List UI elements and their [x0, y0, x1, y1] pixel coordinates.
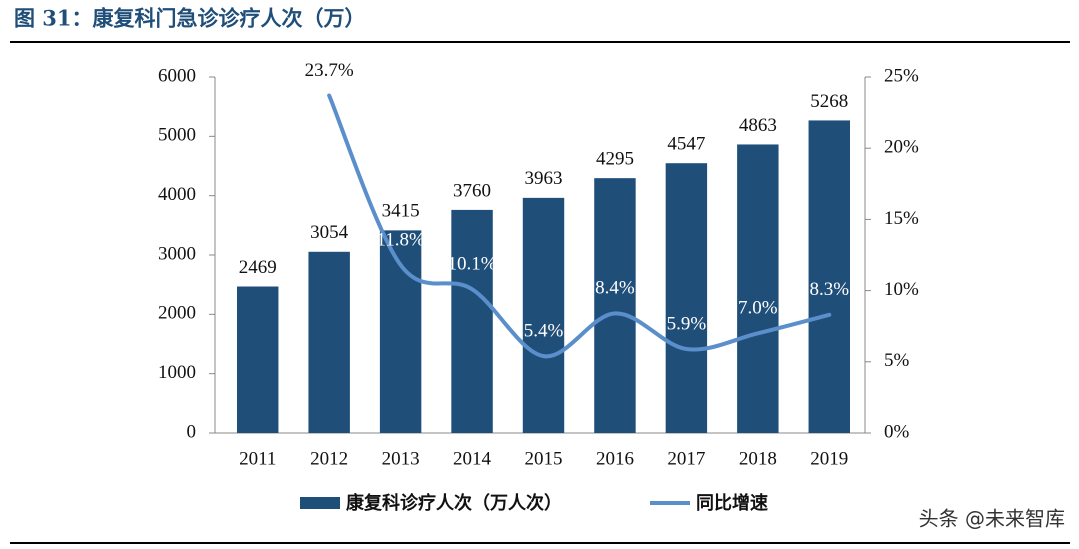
x-tick-label: 2019 — [810, 448, 848, 469]
line-value-label: 8.3% — [809, 279, 849, 300]
bar-value-label: 5268 — [810, 91, 848, 112]
bar-value-label: 4863 — [739, 115, 777, 136]
bar — [522, 197, 565, 433]
watermark: 头条 @未来智库 — [919, 507, 1065, 531]
y-tick-label: 2000 — [158, 303, 196, 324]
bar-value-label: 3760 — [453, 180, 491, 201]
chart-title: 图 31：康复科门急诊诊疗人次（万） — [14, 6, 366, 31]
legend-label: 康复科诊疗人次（万人次） — [346, 492, 562, 514]
bar — [737, 144, 779, 433]
x-tick-label: 2018 — [739, 448, 777, 469]
x-tick-label: 2015 — [525, 448, 563, 469]
bar — [665, 163, 708, 433]
y2-tick-label: 25% — [884, 65, 919, 86]
y-tick-label: 4000 — [158, 184, 196, 205]
bar — [237, 286, 279, 433]
y-tick-label: 1000 — [158, 362, 196, 383]
line-value-label: 7.0% — [738, 298, 778, 319]
bar-value-label: 2469 — [239, 257, 277, 278]
y2-tick-label: 0% — [884, 421, 910, 442]
legend-label: 同比增速 — [696, 492, 768, 514]
line-value-label: 10.1% — [448, 254, 497, 275]
bar-value-label: 4547 — [667, 134, 705, 155]
y2-tick-label: 10% — [884, 279, 919, 300]
line-value-label: 5.9% — [667, 313, 707, 334]
bar — [308, 251, 350, 433]
bar — [451, 209, 493, 433]
x-tick-label: 2011 — [239, 448, 276, 469]
bar-value-label: 3415 — [382, 201, 420, 222]
bar-value-label: 3963 — [525, 168, 563, 189]
y2-tick-label: 15% — [884, 208, 919, 229]
bar — [379, 230, 422, 433]
legend-swatch — [300, 497, 340, 509]
bar — [808, 120, 850, 433]
y2-tick-label: 20% — [884, 137, 919, 158]
y-tick-label: 3000 — [158, 243, 196, 264]
line-value-label: 23.7% — [305, 60, 354, 81]
x-tick-label: 2017 — [667, 448, 705, 469]
bar — [594, 178, 636, 433]
line-value-label: 11.8% — [376, 229, 425, 250]
line-value-label: 5.4% — [524, 320, 564, 341]
x-tick-label: 2016 — [596, 448, 634, 469]
bar-value-label: 4295 — [596, 149, 634, 170]
x-tick-label: 2012 — [310, 448, 348, 469]
y-tick-label: 6000 — [158, 65, 196, 86]
x-tick-label: 2013 — [382, 448, 420, 469]
x-tick-label: 2014 — [453, 448, 492, 469]
y-tick-label: 0 — [187, 421, 197, 442]
y2-tick-label: 5% — [884, 350, 910, 371]
growth-line — [327, 93, 832, 359]
bar-value-label: 3054 — [310, 222, 349, 243]
y-tick-label: 5000 — [158, 125, 196, 146]
line-value-label: 8.4% — [595, 278, 635, 299]
